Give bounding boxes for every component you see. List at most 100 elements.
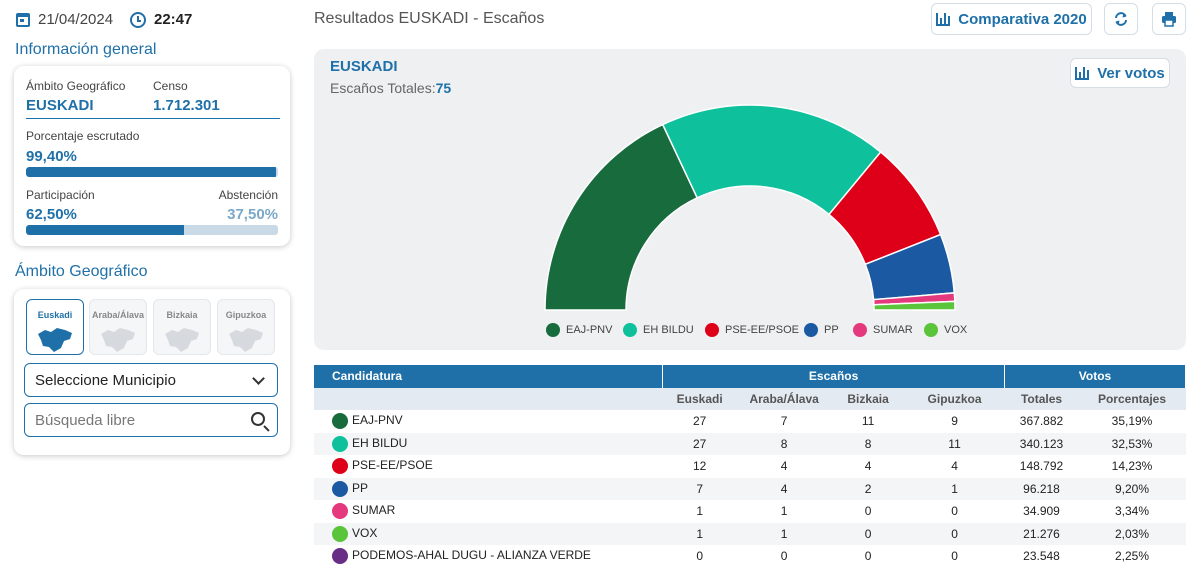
search-icon[interactable] [251,412,265,426]
clock-icon [130,11,146,28]
table-row: VOX 1 1 0 0 21.276 2,03% [314,522,1186,545]
bar-chart-icon [936,12,951,26]
seats-segment-eaj-pnv[interactable] [544,123,699,311]
votes-total: 23.548 [1023,549,1060,564]
tile-bizkaia[interactable]: Bizkaia [153,299,211,355]
legend-swatch [546,323,560,337]
party-name: PP [352,480,369,495]
seats-araba: 4 [736,477,832,500]
seats-gipuzkoa: 4 [951,459,958,474]
ambito-value: EUSKADI [26,97,94,114]
legend-item: EH BILDU [623,323,694,337]
search-box [24,403,278,437]
tile-label: Araba/Álava [91,310,145,320]
seats-gipuzkoa: 11 [904,432,1005,455]
refresh-button[interactable] [1104,3,1138,35]
legend-swatch [705,323,719,337]
seats-gipuzkoa: 0 [951,549,958,564]
votes-percent: 2,03% [1078,522,1186,545]
municipio-select[interactable]: Seleccione Municipio [24,363,278,397]
table-row: EH BILDU 27 8 8 11 340.123 32,53% [314,432,1186,455]
legend-swatch [623,323,637,337]
party-cell: PSE-EE/PSOE [314,455,663,478]
seats-bizkaia: 4 [864,459,872,474]
legend-item: SUMAR [853,323,913,337]
votes-total: 96.218 [1004,477,1079,500]
party-cell: PODEMOS-AHAL DUGU - ALIANZA VERDE [314,545,663,568]
tile-gipuzkoa[interactable]: Gipuzkoa [217,299,275,355]
escrutado-value: 99,40% [26,148,77,165]
top-bar: 21/04/2024 22:47 Resultados EUSKADI - Es… [0,0,1200,40]
seats-bizkaia: 2 [831,477,905,500]
seats-euskadi: 0 [696,549,704,564]
seats-total-value: 75 [435,80,452,96]
participacion-label: Participación [26,188,95,202]
party-name: EAJ-PNV [352,413,403,428]
legend-label: PP [824,324,839,336]
printer-icon [1162,12,1176,27]
seats-euskadi: 1 [696,504,704,519]
header-blank [314,387,663,410]
party-color-dot [332,480,348,497]
print-button[interactable] [1152,3,1186,35]
party-color-dot [332,458,348,475]
date-display: 21/04/2024 [16,11,113,28]
page-title: Resultados EUSKADI - Escaños [314,10,545,27]
participacion-progress [26,225,278,235]
seats-araba: 4 [780,459,788,474]
table-row: SUMAR 1 1 0 0 34.909 3,34% [314,500,1186,523]
seats-bizkaia: 0 [864,549,872,564]
participacion-progress-fill [26,225,184,235]
votes-total: 21.276 [1004,522,1079,545]
ver-votos-button[interactable]: Ver votos [1070,58,1170,88]
seats-bizkaia: 8 [831,432,905,455]
seats-euskadi: 12 [692,459,707,474]
chevron-down-icon [252,372,265,385]
results-table-body: EAJ-PNV 27 7 11 9 367.882 35,19% EH BILDU 27 8 8 11… [314,410,1186,568]
escrutado-label: Porcentaje escrutado [26,129,140,143]
table-row: PSE-EE/PSOE 12 4 4 4 148.792 14,23% [314,455,1186,478]
legend-item: VOX [924,323,967,337]
calendar-icon [16,12,30,27]
compare-2020-label: Comparativa 2020 [958,10,1087,28]
chart-region-title: EUSKADI [330,58,398,75]
votes-percent: 32,53% [1078,432,1186,455]
ver-votos-label: Ver votos [1097,64,1165,82]
subheader-gipuzkoa: Gipuzkoa [904,387,1005,410]
compare-2020-button[interactable]: Comparativa 2020 [931,3,1092,35]
votes-percent: 2,25% [1114,549,1149,564]
chart-panel: EUSKADI Escaños Totales:75 Ver votos EAJ… [314,49,1186,350]
header-votos: Votos [1004,365,1186,388]
seats-total-label: Escaños Totales: [330,80,436,96]
table-row: PP 7 4 2 1 96.218 9,20% [314,477,1186,500]
search-input[interactable] [35,411,235,429]
tile-euskadi[interactable]: Euskadi [26,299,84,355]
legend-label: PSE-EE/PSOE [725,324,799,336]
party-name: PSE-EE/PSOE [352,458,433,473]
subheader-porcentajes: Porcentajes [1078,387,1186,410]
abstencion-label: Abstención [218,188,278,202]
votes-percent: 3,34% [1114,504,1149,519]
seats-bizkaia: 0 [831,522,905,545]
party-name: SUMAR [352,503,396,518]
seats-total: Escaños Totales:75 [330,80,451,96]
party-cell: EH BILDU [314,432,663,455]
seats-euskadi: 7 [662,477,737,500]
araba-map-icon [101,328,135,352]
tile-label: Euskadi [37,310,73,320]
tile-araba[interactable]: Araba/Álava [89,299,147,355]
party-name: EH BILDU [352,435,408,450]
seats-araba: 8 [736,432,832,455]
abstencion-value: 37,50% [227,206,278,223]
gipuzkoa-map-icon [229,328,263,352]
escrutado-progress [26,167,278,177]
header-escanos: Escaños [662,365,1006,388]
seats-araba: 7 [780,414,788,429]
seats-segment-vox[interactable] [873,300,956,311]
divider [26,118,280,119]
votes-total: 34.909 [1023,504,1060,519]
legend-label: VOX [944,324,968,336]
ambito-label: Ámbito Geográfico [26,79,126,93]
date-text: 21/04/2024 [38,11,114,28]
votes-total: 340.123 [1004,432,1079,455]
